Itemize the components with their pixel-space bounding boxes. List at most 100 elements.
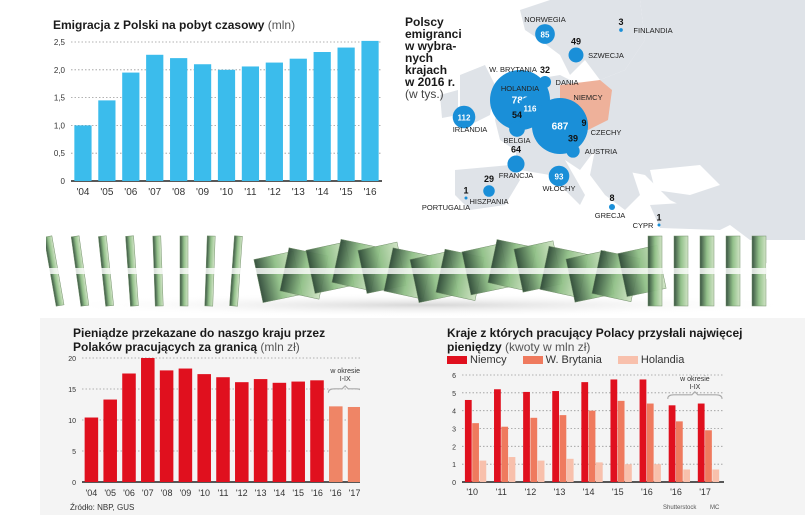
bar-holandia xyxy=(683,469,691,482)
map-title-line: w wybra- xyxy=(405,39,457,53)
y-tick-label: 0 xyxy=(61,177,66,186)
x-tick-label: '13 xyxy=(292,187,305,198)
x-tick-label: '15 xyxy=(340,187,353,198)
country-label: GRECJA xyxy=(595,211,625,220)
x-tick-label: '07 xyxy=(142,488,154,498)
x-tick-label: '13 xyxy=(554,487,566,497)
period-note: I-IX xyxy=(689,384,700,391)
country-label: BELGIA xyxy=(503,136,530,145)
chart2-remittances: 0 5 10 15 20 '04 '05 '06 '07 '08 '09 '10 '11 '12 '13 '1… xyxy=(68,356,360,498)
legend-item-w-brytania: W. Brytania xyxy=(522,354,602,366)
map-black-sea xyxy=(650,165,720,195)
bubble-value: 1 xyxy=(463,186,468,196)
chart3-unit: (kwoty w mln zł) xyxy=(505,340,591,354)
country-label: NORWEGIA xyxy=(524,15,566,24)
country-label: SZWECJA xyxy=(588,51,624,60)
map-title-line: nych xyxy=(405,51,434,65)
bar xyxy=(146,54,164,181)
chart2-title: Pieniądze przekazane do naszgo kraju prz… xyxy=(73,326,373,354)
legend-label: Niemcy xyxy=(470,354,507,366)
bubble-finlandia xyxy=(619,28,623,32)
bubble-dania xyxy=(538,75,552,89)
map-land-scandinavia xyxy=(520,0,645,80)
bar-w-brytania xyxy=(472,423,479,482)
y-tick-label: 1,0 xyxy=(54,121,66,130)
bar-w-brytania xyxy=(617,400,625,482)
bar xyxy=(170,58,188,181)
y-tick-label: 5 xyxy=(72,449,76,456)
x-tick-label: '11 xyxy=(244,187,257,198)
x-tick-label: '17 xyxy=(349,488,360,498)
bubble-irlandia xyxy=(452,105,476,129)
bar-w-brytania xyxy=(501,426,509,482)
bar-holandia xyxy=(537,460,545,482)
x-tick-label: '16 xyxy=(364,187,377,198)
bar-w-brytania xyxy=(646,403,654,482)
bar xyxy=(241,66,260,181)
chart3-legend: Niemcy W. Brytania Holandia xyxy=(447,354,684,366)
bar xyxy=(217,69,236,181)
bar-holandia xyxy=(712,469,720,482)
map-land-ireland xyxy=(440,90,458,118)
source-note: Źródło: NBP, GUS xyxy=(70,503,135,512)
bubble-value: 85 xyxy=(541,31,550,40)
x-tick-label: '14 xyxy=(274,488,286,498)
bar-niemcy xyxy=(639,379,647,482)
legend-item-niemcy: Niemcy xyxy=(447,354,507,366)
bar xyxy=(74,125,92,181)
x-tick-label: '10 xyxy=(198,488,210,498)
bubble-value: 112 xyxy=(458,114,471,123)
map-title: Polscy emigranci w wybra- nych krajach w… xyxy=(405,16,485,100)
x-tick-label: '15 xyxy=(612,487,624,497)
bubble-value: 29 xyxy=(484,174,494,184)
euro-banknotes-banner xyxy=(46,235,805,317)
chart1-emigration: 0 0,5 1,0 1,5 2,0 2,5 '04 '05 '06 '07 '08 '09 '10 '11… xyxy=(54,38,382,198)
bar-niemcy xyxy=(668,405,676,482)
bubble-value: 1 xyxy=(656,213,661,223)
bar-w-brytania xyxy=(675,421,683,482)
bar xyxy=(216,377,230,482)
bar xyxy=(253,379,268,482)
country-label: W. BRYTANIA xyxy=(489,65,537,74)
bubble-czechy xyxy=(580,128,588,136)
bar xyxy=(178,368,193,482)
map-title-line: emigranci xyxy=(405,27,462,41)
map-land-east xyxy=(575,0,805,240)
country-label: NIEMCY xyxy=(573,93,602,102)
country-label: FINLANDIA xyxy=(633,26,672,35)
bar xyxy=(337,47,355,182)
legend-swatch xyxy=(522,356,543,365)
x-tick-label: '17 xyxy=(699,487,711,497)
bar-holandia xyxy=(625,464,632,482)
bar xyxy=(122,373,136,482)
photo-credit: Shutterstock xyxy=(663,505,697,511)
bar xyxy=(291,381,305,482)
y-tick-label: 2,0 xyxy=(54,66,66,75)
bubble-value: 39 xyxy=(568,133,578,143)
x-tick-label: '16 xyxy=(670,487,682,497)
country-label: PORTUGALIA xyxy=(422,203,470,212)
europe-map: W. BRYTANIA 788 NIEMCY 687 HOLANDIA 116 IRLAND… xyxy=(400,0,805,240)
bar xyxy=(122,72,140,181)
y-tick-label: 20 xyxy=(68,356,76,363)
chart1-title-text: Emigracja z Polski na pobyt czasowy xyxy=(53,18,265,32)
bar xyxy=(197,374,211,482)
bubble-value: 687 xyxy=(552,122,569,133)
bubble-hiszpania xyxy=(483,185,495,197)
legend-item-holandia: Holandia xyxy=(617,354,684,366)
country-label: WŁOCHY xyxy=(543,184,576,193)
y-tick-label: 4 xyxy=(452,409,456,416)
bar xyxy=(272,382,287,482)
y-tick-label: 1 xyxy=(452,462,456,469)
period-brace xyxy=(667,390,723,399)
map-title-line: Polscy xyxy=(405,15,444,29)
legend-swatch xyxy=(617,356,638,365)
bubble-w-ochy xyxy=(548,165,570,187)
map-title-line: krajach xyxy=(405,63,448,77)
y-tick-label: 1,5 xyxy=(54,94,66,103)
y-tick-label: 2 xyxy=(452,444,456,451)
period-note: w okresie xyxy=(679,376,710,383)
y-tick-label: 2,5 xyxy=(54,38,66,47)
bubble-value: 93 xyxy=(555,173,564,182)
bar xyxy=(98,100,116,181)
